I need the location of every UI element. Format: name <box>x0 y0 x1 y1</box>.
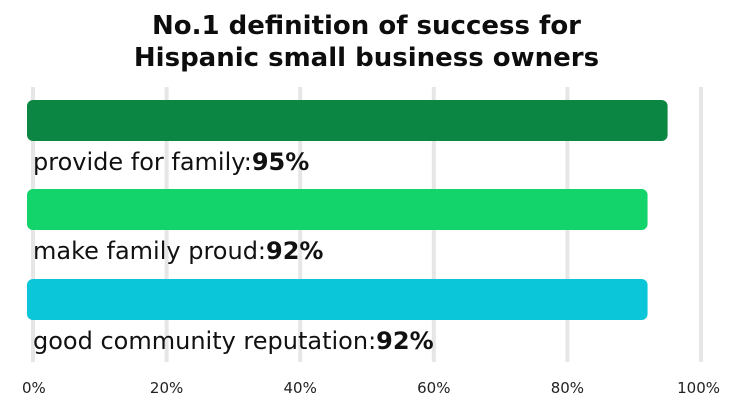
x-tick-label: 20% <box>150 379 183 397</box>
chart-title-line-2: Hispanic small business owners <box>133 43 600 73</box>
x-tick-label: 40% <box>284 379 317 397</box>
x-tick-label: 80% <box>551 379 584 397</box>
bar-label: make family proud:92% <box>33 237 323 265</box>
category-label: good community reputation: <box>33 327 376 355</box>
category-label: provide for family: <box>33 148 252 176</box>
bar-label: provide for family:95% <box>33 148 309 176</box>
x-axis-ticks: 0% 20% 40% 60% 80% 100% <box>22 379 720 397</box>
bar-labels: provide for family:95% make family proud:… <box>33 148 434 355</box>
x-tick-label: 60% <box>417 379 450 397</box>
data-label: 92% <box>266 237 323 265</box>
x-tick-label: 100% <box>677 379 720 397</box>
bar-label: good community reputation:92% <box>33 327 434 355</box>
bar <box>27 100 668 141</box>
chart-title-line-1: No.1 definition of success for <box>151 11 581 41</box>
x-tick-label: 0% <box>22 379 46 397</box>
bars <box>27 100 668 320</box>
bar <box>27 279 648 320</box>
data-label: 92% <box>376 327 433 355</box>
chart-title: No.1 definition of success for Hispanic … <box>0 10 733 74</box>
category-label: make family proud: <box>33 237 266 265</box>
bar <box>27 189 648 230</box>
data-label: 95% <box>252 148 309 176</box>
